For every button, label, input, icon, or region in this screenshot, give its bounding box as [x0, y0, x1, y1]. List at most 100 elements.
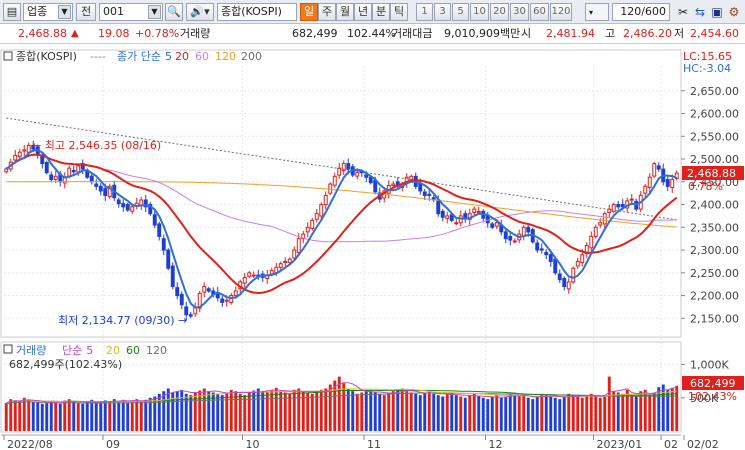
volume-bar[interactable] — [364, 389, 368, 431]
volume-bar[interactable] — [40, 403, 44, 431]
volume-bar[interactable] — [589, 393, 593, 431]
candle-body[interactable] — [80, 163, 85, 170]
candle-body[interactable] — [13, 154, 18, 161]
volume-bar[interactable] — [567, 393, 571, 431]
volume-bar[interactable] — [634, 396, 638, 431]
volume-bar[interactable] — [225, 392, 229, 431]
candle-body[interactable] — [305, 226, 310, 233]
volume-bar[interactable] — [387, 392, 391, 431]
candle-body[interactable] — [665, 179, 670, 187]
candle-body[interactable] — [130, 206, 135, 212]
candle-body[interactable] — [206, 288, 211, 292]
volume-bar[interactable] — [459, 396, 463, 431]
candle-body[interactable] — [269, 270, 274, 275]
candle-body[interactable] — [242, 276, 247, 284]
candle-body[interactable] — [611, 204, 616, 212]
volume-bar[interactable] — [243, 395, 247, 431]
volume-bar[interactable] — [333, 380, 337, 431]
candle-body[interactable] — [22, 149, 27, 152]
candle-body[interactable] — [152, 214, 157, 226]
candle-body[interactable] — [508, 235, 513, 241]
floppy-icon[interactable]: ▣ — [711, 5, 723, 19]
candle-body[interactable] — [598, 222, 603, 226]
volume-bar[interactable] — [216, 393, 220, 431]
candle-body[interactable] — [566, 281, 571, 290]
volume-bar[interactable] — [409, 392, 413, 431]
volume-bar[interactable] — [270, 389, 274, 431]
candle-body[interactable] — [643, 185, 648, 194]
candle-body[interactable] — [287, 258, 292, 264]
candle-body[interactable] — [296, 238, 301, 253]
interval-tab[interactable]: 5 — [452, 3, 469, 21]
volume-bar[interactable] — [126, 402, 130, 431]
candle-body[interactable] — [494, 222, 499, 227]
volume-bar[interactable] — [558, 399, 562, 431]
volume-bar[interactable] — [562, 396, 566, 431]
period-tab[interactable]: 틱 — [390, 3, 408, 21]
candle-body[interactable] — [373, 179, 378, 193]
volume-bar[interactable] — [423, 392, 427, 431]
volume-bar[interactable] — [675, 385, 679, 431]
volume-bar[interactable] — [666, 389, 670, 431]
volume-bar[interactable] — [630, 395, 634, 431]
volume-bar[interactable] — [27, 399, 31, 431]
volume-bar[interactable] — [517, 396, 521, 431]
volume-bar[interactable] — [261, 391, 265, 431]
candle-body[interactable] — [143, 199, 148, 208]
interval-tab[interactable]: 60 — [530, 3, 549, 21]
interval-tab[interactable]: 30 — [510, 3, 529, 21]
candle-body[interactable] — [503, 231, 508, 240]
volume-bar[interactable] — [450, 392, 454, 431]
volume-bar[interactable] — [576, 396, 580, 431]
volume-bar[interactable] — [571, 395, 575, 431]
candle-body[interactable] — [553, 258, 558, 274]
interval-tab[interactable]: 1 — [416, 3, 433, 21]
volume-bar[interactable] — [13, 400, 17, 431]
candle-body[interactable] — [670, 179, 675, 188]
volume-bar[interactable] — [445, 393, 449, 431]
candle-body[interactable] — [283, 260, 288, 263]
volume-bar[interactable] — [310, 393, 314, 431]
candle-body[interactable] — [593, 226, 598, 237]
volume-bar[interactable] — [346, 388, 350, 431]
volume-bar[interactable] — [612, 391, 616, 431]
volume-bar[interactable] — [256, 388, 260, 431]
volume-bar[interactable] — [355, 393, 359, 431]
volume-bar[interactable] — [9, 399, 13, 431]
volume-bar[interactable] — [18, 401, 22, 431]
volume-bar[interactable] — [103, 400, 107, 431]
volume-bar[interactable] — [553, 397, 557, 431]
volume-bar[interactable] — [454, 395, 458, 431]
volume-bar[interactable] — [486, 399, 490, 431]
candle-body[interactable] — [512, 240, 517, 243]
candle-body[interactable] — [44, 161, 49, 174]
volume-bar[interactable] — [72, 401, 76, 431]
candle-body[interactable] — [233, 290, 238, 297]
volume-bar[interactable] — [184, 393, 188, 431]
volume-bar[interactable] — [670, 387, 674, 431]
volume-bar[interactable] — [162, 391, 166, 431]
volume-bar[interactable] — [625, 389, 629, 431]
candle-body[interactable] — [125, 204, 130, 211]
volume-bar[interactable] — [58, 403, 62, 431]
volume-bar[interactable] — [283, 392, 287, 431]
volume-bar[interactable] — [238, 393, 242, 431]
volume-bar[interactable] — [427, 391, 431, 431]
volume-bar[interactable] — [621, 393, 625, 431]
candle-body[interactable] — [107, 185, 112, 198]
count-spin[interactable]: ▾ — [585, 3, 609, 21]
volume-bar[interactable] — [67, 399, 71, 431]
volume-bar[interactable] — [121, 399, 125, 431]
interval-tab[interactable]: 120 — [550, 3, 572, 21]
volume-bar[interactable] — [400, 388, 404, 431]
volume-bar[interactable] — [414, 393, 418, 431]
volume-bar[interactable] — [297, 388, 301, 431]
candle-body[interactable] — [76, 165, 81, 173]
volume-bar[interactable] — [369, 391, 373, 431]
volume-bar[interactable] — [598, 397, 602, 431]
candle-body[interactable] — [71, 169, 76, 173]
period-tab[interactable]: 주 — [318, 3, 336, 21]
compare-icon[interactable]: ⇆ — [694, 5, 706, 19]
volume-bar[interactable] — [171, 392, 175, 431]
candle-body[interactable] — [656, 165, 661, 170]
